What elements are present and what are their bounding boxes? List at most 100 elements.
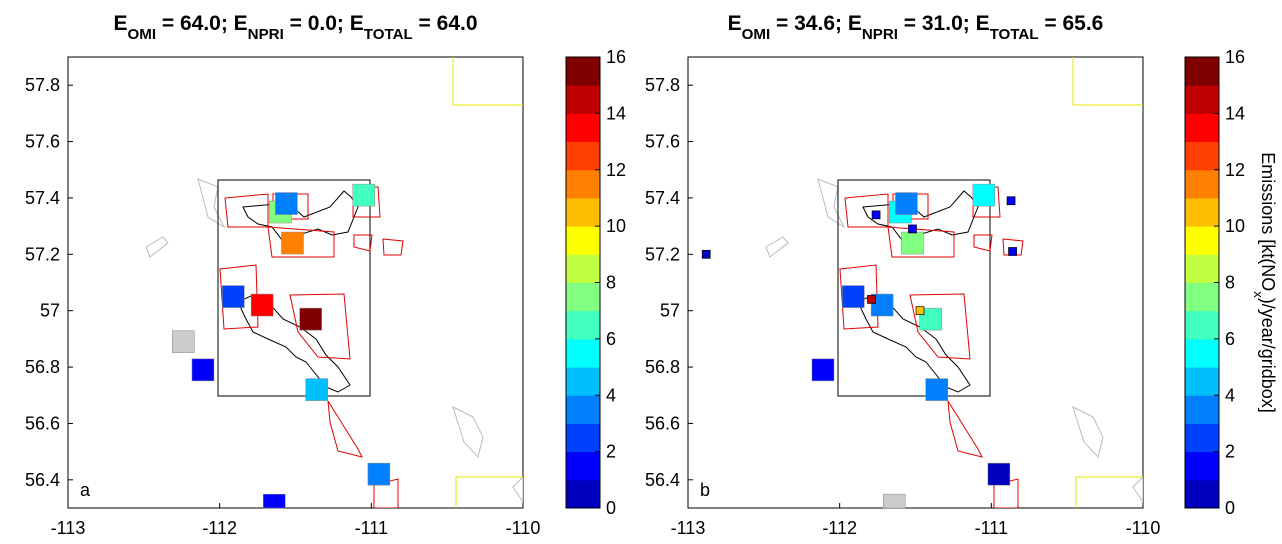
colorbar-band (566, 197, 600, 227)
chart-title-part: = 34.6; E (770, 12, 862, 35)
y-tick-label: 57.2 (645, 244, 680, 264)
grid-cell (895, 192, 918, 215)
colorbar-tick-label: 16 (1225, 47, 1245, 67)
y-tick-label: 56.4 (25, 470, 60, 490)
colorbar-label: Emissions [kt(NOx)/year/gridbox] (1252, 152, 1279, 413)
y-tick-label: 56.8 (645, 357, 680, 377)
grid-cell (263, 493, 286, 509)
colorbar-tick-label: 0 (1225, 498, 1235, 518)
colorbar-band (566, 141, 600, 171)
colorbar-band (1185, 57, 1219, 86)
colorbar-band (566, 451, 600, 481)
colorbar-band (1185, 479, 1219, 509)
y-tick-label: 57.6 (645, 132, 680, 152)
chart-title-part: OMI (127, 26, 156, 43)
cells (701, 183, 1017, 509)
y-tick-label: 57 (660, 301, 680, 321)
y-tick-label: 56.8 (25, 357, 60, 377)
colorbar-band (566, 254, 600, 283)
colorbar-band (1185, 169, 1219, 199)
point-source (867, 295, 876, 304)
grid-cell (811, 358, 835, 382)
x-tick-label: -113 (51, 518, 86, 538)
colorbar-band (1185, 226, 1219, 255)
x-tick-label: -111 (355, 518, 388, 538)
colorbar-tick-label: 10 (606, 216, 626, 236)
grid-cell (191, 358, 215, 382)
colorbar-band (1185, 282, 1219, 312)
y-tick-label: 56.6 (645, 413, 680, 433)
colorbar-tick-label: 16 (606, 47, 626, 67)
point-source (915, 306, 925, 316)
panel-label: b (700, 480, 710, 500)
chart-title-part: E (728, 12, 742, 35)
y-tick-label: 57.2 (25, 244, 60, 264)
colorbar-band (1185, 113, 1219, 143)
colorbar-tick-label: 2 (606, 442, 616, 462)
point-source (871, 210, 881, 220)
colorbar-tick-label: 6 (606, 329, 616, 349)
chart-title-part: NPRI (862, 26, 898, 43)
colorbar-band (566, 367, 600, 396)
point-source (1008, 247, 1017, 256)
grid-cell (901, 231, 924, 255)
colorbar-label-part: )/year/gridbox] (1258, 298, 1278, 413)
colorbar-band (1185, 423, 1219, 453)
colorbar-band (566, 423, 600, 453)
colorbar-band (566, 282, 600, 312)
grid-cell (987, 462, 1011, 486)
colorbar-band (566, 395, 600, 424)
colorbar-band (566, 85, 600, 114)
point-source (701, 249, 711, 259)
colorbar-tick-label: 12 (1225, 160, 1245, 180)
y-tick-label: 56.4 (645, 470, 680, 490)
plot-area (687, 56, 1144, 509)
y-tick-label: 56.6 (25, 413, 60, 433)
colorbar-tick-label: 12 (606, 160, 626, 180)
grid-cell (281, 231, 304, 255)
colorbar-band (566, 226, 600, 255)
colorbar-band (1185, 367, 1219, 396)
colorbar-band (1185, 197, 1219, 227)
colorbar-tick-label: 10 (1225, 216, 1245, 236)
colorbar-tick-label: 0 (606, 498, 616, 518)
chart-title: EOMI = 34.6; ENPRI = 31.0; ETOTAL = 65.6 (728, 12, 1104, 43)
colorbar-band (1185, 395, 1219, 424)
x-tick-label: -110 (1126, 518, 1161, 538)
colorbar-tick-label: 6 (1225, 329, 1235, 349)
colorbar-tick-label: 14 (1225, 103, 1245, 123)
grid-cell (352, 183, 375, 207)
colorbar-tick-label: 8 (1225, 273, 1235, 293)
chart-title-part: TOTAL (990, 26, 1039, 43)
colorbar-band (1185, 310, 1219, 340)
colorbar-band (566, 338, 600, 368)
y-tick-label: 57 (40, 301, 60, 321)
grid-cell (299, 307, 322, 331)
grid-cell (972, 183, 995, 207)
point-source (1006, 196, 1016, 206)
colorbar-band (566, 113, 600, 143)
x-tick-label: -112 (202, 518, 237, 538)
chart-title-part: E (113, 12, 127, 35)
colorbar-band (1185, 451, 1219, 481)
colorbar-tick-label: 2 (1225, 442, 1235, 462)
plot-area (67, 56, 524, 509)
x-tick-label: -113 (671, 518, 706, 538)
grid-cell (172, 330, 195, 353)
x-tick-label: -110 (506, 518, 541, 538)
chart-title: EOMI = 64.0; ENPRI = 0.0; ETOTAL = 64.0 (113, 12, 477, 43)
grid-cell (305, 378, 328, 401)
colorbar-band (566, 57, 600, 86)
colorbar-label-part: x (1252, 291, 1267, 298)
chart-title-part: = 0.0; E (284, 12, 364, 35)
grid-cell (870, 293, 894, 317)
chart-title-part: OMI (742, 26, 771, 43)
x-tick-label: -111 (975, 518, 1008, 538)
grid-cell (919, 307, 942, 331)
y-tick-label: 57.8 (25, 75, 60, 95)
chart-title-part: NPRI (248, 26, 284, 43)
colorbar-label-part: Emissions [kt(NO (1258, 152, 1278, 291)
point-source (908, 224, 917, 234)
colorbar-tick-label: 8 (606, 273, 616, 293)
